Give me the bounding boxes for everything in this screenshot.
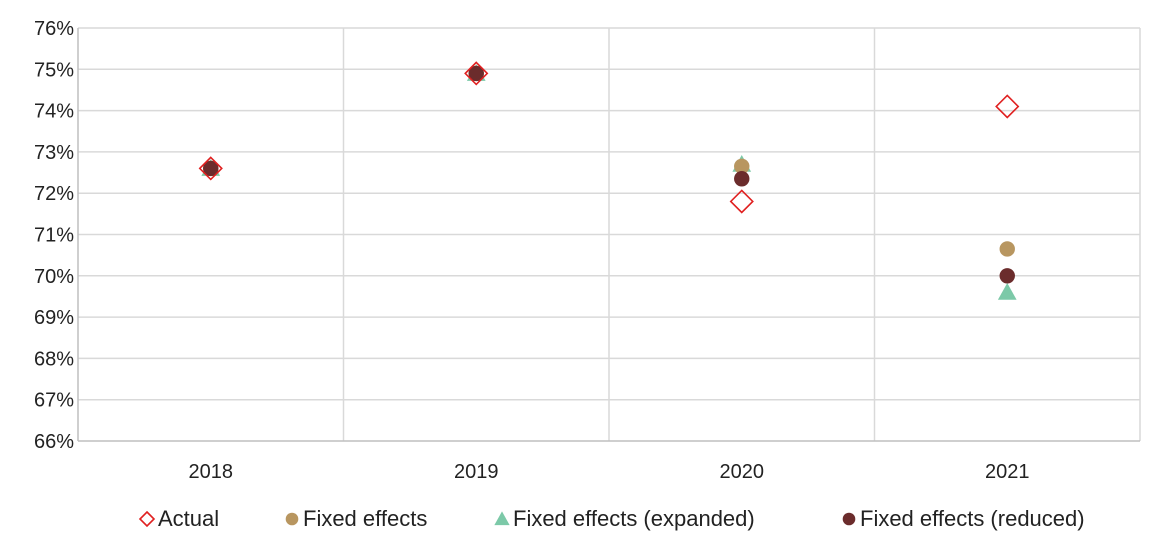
data-points xyxy=(198,61,1020,300)
y-tick-label: 75% xyxy=(34,59,74,81)
x-tick-label: 2018 xyxy=(189,461,234,483)
point-fixed-effects-reduced xyxy=(468,65,484,82)
y-tick-label: 68% xyxy=(34,348,74,370)
legend-label: Actual xyxy=(158,506,219,531)
legend-marker-fixed-effects-reduced xyxy=(842,512,856,526)
legend-label: Fixed effects (expanded) xyxy=(513,506,755,531)
point-fixed-effects-reduced xyxy=(203,160,219,177)
y-tick-label: 71% xyxy=(34,225,74,247)
point-fixed-effects-reduced xyxy=(999,268,1015,284)
gridlines xyxy=(78,27,1141,441)
y-tick-label: 70% xyxy=(34,266,74,288)
point-actual xyxy=(729,189,754,214)
legend-item-fixed-effects-reduced: Fixed effects (reduced) xyxy=(842,506,1085,531)
point-actual xyxy=(198,156,223,181)
x-axis-ticks: 2018 2019 2020 2021 xyxy=(189,461,1030,483)
point-fixed-effects xyxy=(734,158,750,175)
y-axis-ticks: 66% 67% 68% 69% 70% 71% 72% 73% 74% 75% 76% xyxy=(34,18,74,453)
x-tick-label: 2019 xyxy=(454,461,499,483)
x-tick-label: 2021 xyxy=(985,461,1030,483)
legend-label: Fixed effects (reduced) xyxy=(860,506,1085,531)
legend-marker-fixed-effects-expanded xyxy=(494,511,510,526)
legend-marker-actual xyxy=(138,510,156,528)
legend-item-fixed-effects: Fixed effects xyxy=(285,506,427,531)
legend-marker-fixed-effects xyxy=(285,512,299,526)
point-actual xyxy=(464,61,489,86)
point-fixed-effects-reduced xyxy=(734,171,750,187)
y-tick-label: 76% xyxy=(34,18,74,40)
point-actual xyxy=(995,94,1020,119)
legend-item-fixed-effects-expanded: Fixed effects (expanded) xyxy=(494,506,755,531)
legend-item-actual: Actual xyxy=(138,506,219,531)
y-tick-label: 67% xyxy=(34,390,74,412)
x-tick-label: 2020 xyxy=(720,461,765,483)
point-fixed-effects xyxy=(999,241,1015,257)
y-tick-label: 66% xyxy=(34,431,74,453)
axes xyxy=(77,28,1140,442)
y-tick-label: 69% xyxy=(34,307,74,329)
y-tick-label: 72% xyxy=(34,183,74,205)
legend-label: Fixed effects xyxy=(303,506,427,531)
point-fixed-effects-expanded xyxy=(997,282,1017,300)
y-tick-label: 73% xyxy=(34,142,74,164)
legend: Actual Fixed effects Fixed effects (expand… xyxy=(138,506,1085,531)
y-tick-label: 74% xyxy=(34,101,74,123)
